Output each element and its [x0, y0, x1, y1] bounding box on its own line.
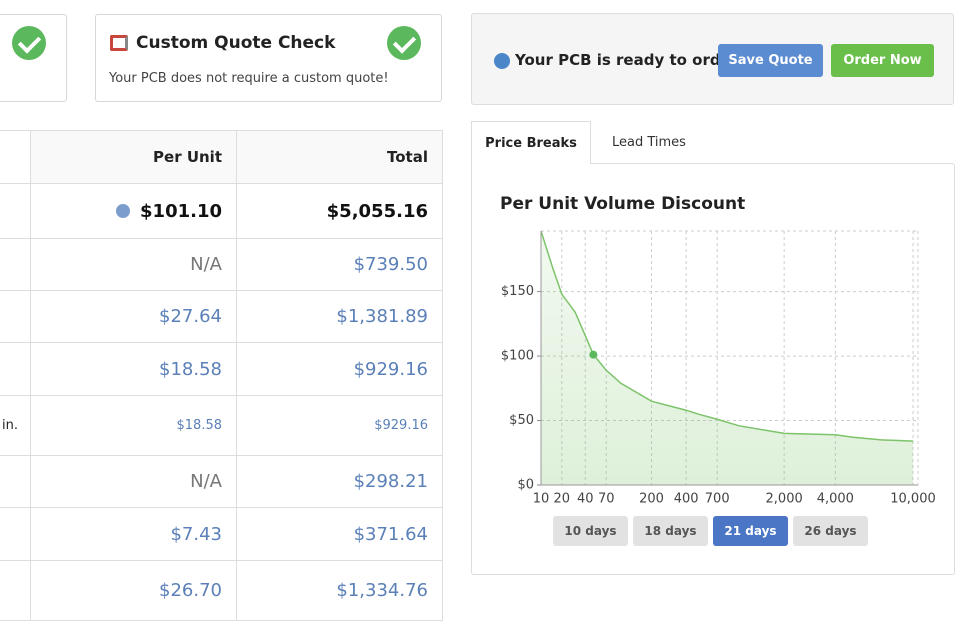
- total: $371.64: [237, 508, 443, 561]
- chart-panel: Per Unit Volume Discount $0 $50 $100 $150 10…: [471, 163, 955, 575]
- x-tick-label: 400: [674, 492, 699, 507]
- x-tick-label: 70: [598, 492, 615, 507]
- chart-title: Per Unit Volume Discount: [500, 194, 745, 214]
- price-table: Per Unit Total $101.10 $5,055.16 N/A $739.50 $…: [0, 130, 443, 621]
- lead-time-button[interactable]: 10 days: [553, 516, 628, 546]
- lead-time-button[interactable]: 26 days: [793, 516, 868, 546]
- status-icon: [494, 53, 510, 69]
- per-unit: $18.58: [31, 343, 237, 396]
- x-tick-label: 4,000: [817, 492, 854, 507]
- per-unit: $7.43: [31, 508, 237, 561]
- per-unit: N/A: [31, 456, 237, 508]
- status-card: [0, 14, 67, 102]
- header-cell: [0, 131, 31, 184]
- total: $1,381.89: [237, 291, 443, 343]
- row-label: [0, 184, 31, 239]
- save-quote-button[interactable]: Save Quote: [718, 44, 823, 77]
- per-unit: $18.58: [31, 396, 237, 456]
- check-icon: [387, 26, 421, 60]
- marker: [589, 350, 598, 359]
- lead-time-button[interactable]: 18 days: [633, 516, 708, 546]
- header-cell: Total: [237, 131, 443, 184]
- lead-time-button[interactable]: 21 days: [713, 516, 788, 546]
- y-tick-label: $50: [509, 413, 534, 428]
- order-panel: Your PCB is ready to order Save Quote Or…: [471, 13, 954, 105]
- x-tick-label: 10,000: [890, 492, 936, 507]
- y-tick-label: $0: [517, 478, 534, 493]
- per-unit: N/A: [31, 239, 237, 291]
- x-tick-label: 10: [533, 492, 550, 507]
- tab[interactable]: Price Breaks: [471, 121, 591, 164]
- chart: Per Unit Volume Discount $0 $50 $100 $150 10…: [500, 194, 936, 507]
- line: [540, 230, 914, 442]
- row-label: [0, 456, 31, 508]
- total: $5,055.16: [237, 184, 443, 239]
- row-label: [0, 561, 31, 621]
- total: $929.16: [237, 343, 443, 396]
- area: [541, 231, 913, 485]
- total: $739.50: [237, 239, 443, 291]
- total: $1,334.76: [237, 561, 443, 621]
- tab[interactable]: Lead Times: [612, 135, 686, 150]
- row-label: [0, 343, 31, 396]
- total: $929.16: [237, 396, 443, 456]
- total: $298.21: [237, 456, 443, 508]
- per-unit: $101.10: [31, 184, 237, 239]
- row-label: [0, 291, 31, 343]
- per-unit: $27.64: [31, 291, 237, 343]
- row-label: [0, 239, 31, 291]
- card-title: Custom Quote Check: [136, 33, 336, 53]
- order-status: Your PCB is ready to order: [515, 51, 739, 69]
- x-tick-label: 40: [577, 492, 594, 507]
- x-tick-label: 2,000: [766, 492, 803, 507]
- per-unit-text: $18.58: [176, 418, 223, 433]
- per-unit-text: $101.10: [140, 200, 222, 222]
- row-label: [0, 508, 31, 561]
- quote-icon: [110, 35, 128, 51]
- x-tick-label: 200: [639, 492, 664, 507]
- y-tick-label: $100: [501, 349, 534, 364]
- per-unit-text: $26.70: [159, 580, 222, 601]
- per-unit-text: $7.43: [170, 523, 222, 545]
- x-tick-label: 700: [705, 492, 730, 507]
- card-text: Your PCB does not require a custom quote…: [109, 71, 389, 86]
- check-icon: [12, 26, 46, 60]
- per-unit-text: $27.64: [159, 306, 222, 327]
- order-now-button[interactable]: Order Now: [831, 44, 934, 77]
- per-unit-text: $18.58: [159, 358, 222, 380]
- x-tick-label: 20: [554, 492, 571, 507]
- y-tick-label: $150: [501, 284, 534, 299]
- quote-card: Custom Quote Check Your PCB does not req…: [95, 14, 442, 102]
- row-label: in.: [0, 396, 31, 456]
- header-cell: Per Unit: [31, 131, 237, 184]
- per-unit-text: N/A: [190, 254, 222, 275]
- per-unit-text: N/A: [190, 471, 222, 492]
- help-icon[interactable]: [116, 204, 131, 218]
- per-unit: $26.70: [31, 561, 237, 621]
- page: Custom Quote Check Your PCB does not req…: [0, 0, 962, 601]
